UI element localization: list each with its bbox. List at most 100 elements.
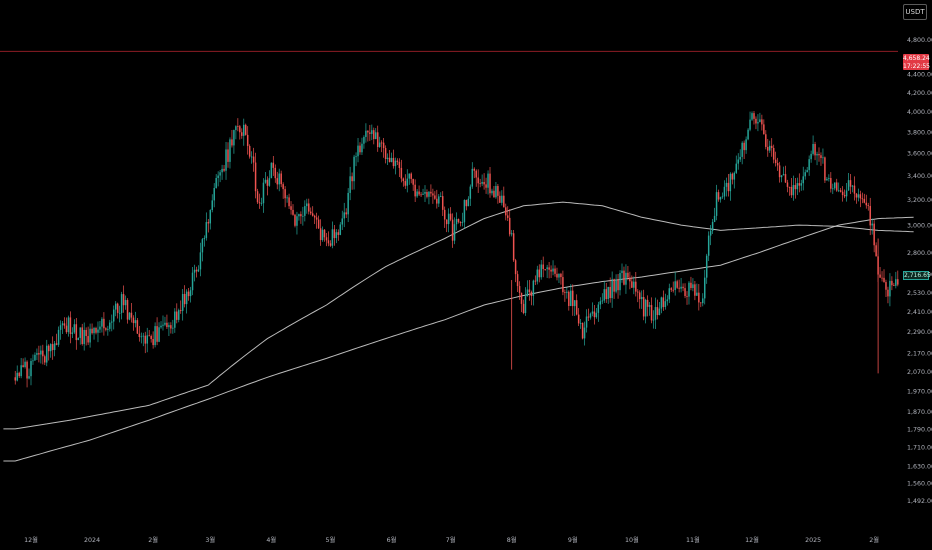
candle-body xyxy=(769,145,771,151)
y-tick-label: 3,600.00 xyxy=(907,151,932,158)
candle-body xyxy=(839,190,842,192)
candle-body xyxy=(353,156,355,182)
candle-body xyxy=(581,322,584,339)
candle-body xyxy=(487,173,489,188)
candle-body xyxy=(729,173,732,192)
candle-body xyxy=(465,200,468,207)
candle-body xyxy=(455,219,458,225)
candle-body xyxy=(223,168,225,171)
price-axis: 4,800.00 4,400.00 4,200.00 4,000.00 3,800.00… xyxy=(907,37,932,505)
candle-body xyxy=(642,297,645,317)
candle-body xyxy=(181,293,184,311)
candle-body xyxy=(579,322,582,324)
candle-body xyxy=(447,213,450,225)
candle-body xyxy=(859,194,862,199)
candle-body xyxy=(798,183,801,186)
candle-body xyxy=(546,267,548,270)
candle-body xyxy=(749,119,751,130)
y-tick-label: 3,200.00 xyxy=(907,197,932,204)
y-tick-label: 2,530.00 xyxy=(907,290,932,297)
candle-body xyxy=(776,162,779,166)
candle-body xyxy=(266,179,269,186)
candle-body xyxy=(743,142,745,151)
candle-body xyxy=(575,300,578,315)
candle-body xyxy=(556,273,558,278)
candle-body xyxy=(747,129,749,140)
x-tick-label: 3월 xyxy=(205,535,215,544)
candle-body xyxy=(587,316,590,318)
candle-body xyxy=(461,222,464,224)
y-tick-label: 2,290.00 xyxy=(907,329,932,336)
candle-body xyxy=(244,124,247,135)
candle-body xyxy=(767,146,769,151)
candle-body xyxy=(672,289,674,291)
candle-body xyxy=(784,174,787,183)
candle-body xyxy=(676,281,678,288)
candle-body xyxy=(112,309,115,322)
candle-body xyxy=(552,268,554,272)
candle-body xyxy=(684,288,686,297)
candle-body xyxy=(203,237,206,240)
candle-body xyxy=(558,273,560,278)
candle-body xyxy=(327,240,330,244)
currency-button[interactable]: USDT xyxy=(903,4,927,20)
y-tick-label: 1,630.00 xyxy=(907,463,932,470)
candle-body xyxy=(398,161,401,168)
y-tick-label: 2,170.00 xyxy=(907,350,932,357)
candle-body xyxy=(690,282,692,288)
candle-body xyxy=(816,153,818,156)
candle-body xyxy=(412,178,414,185)
candle-body xyxy=(386,157,389,160)
candle-body xyxy=(197,269,200,272)
candle-body xyxy=(241,132,243,136)
candle-body xyxy=(627,272,629,278)
candle-body xyxy=(231,139,233,146)
candle-body xyxy=(765,134,767,147)
candle-body xyxy=(57,329,60,345)
candle-body xyxy=(623,270,625,285)
candle-body xyxy=(715,192,718,216)
candle-body xyxy=(453,224,456,241)
candle-body xyxy=(700,302,702,304)
candle-body xyxy=(213,188,215,201)
moving-average-line-2 xyxy=(3,216,914,462)
candle-body xyxy=(248,145,251,157)
candle-body xyxy=(698,292,700,303)
candle-body xyxy=(219,172,221,176)
candle-body xyxy=(341,218,344,225)
candle-body xyxy=(156,326,158,342)
candle-body xyxy=(34,354,36,361)
candle-body xyxy=(650,305,653,321)
candle-body xyxy=(308,203,310,212)
candle-body xyxy=(818,153,820,156)
candle-body xyxy=(459,221,462,223)
candle-body xyxy=(148,335,150,337)
candle-body xyxy=(380,142,383,144)
candle-body xyxy=(782,174,785,176)
candle-body xyxy=(432,193,434,196)
candle-body xyxy=(258,202,261,204)
candle-body xyxy=(373,130,375,140)
candle-body xyxy=(554,268,556,274)
candle-body xyxy=(359,145,361,153)
candle-body xyxy=(570,290,572,306)
candle-body xyxy=(516,274,519,287)
candle-body xyxy=(357,145,359,157)
candle-body xyxy=(475,170,477,178)
candle-body xyxy=(286,197,288,199)
candle-body xyxy=(733,172,736,180)
candle-body xyxy=(304,206,306,216)
candle-body xyxy=(467,198,470,207)
candle-body xyxy=(835,182,838,191)
candle-body xyxy=(451,219,454,241)
candle-body xyxy=(83,329,85,344)
candle-body xyxy=(99,326,101,330)
candle-body xyxy=(479,183,481,185)
candle-body xyxy=(390,157,393,162)
candle-body xyxy=(686,296,688,297)
candle-body xyxy=(209,210,212,224)
candle-body xyxy=(438,196,440,204)
candle-body xyxy=(276,178,278,185)
candle-body xyxy=(378,142,381,148)
